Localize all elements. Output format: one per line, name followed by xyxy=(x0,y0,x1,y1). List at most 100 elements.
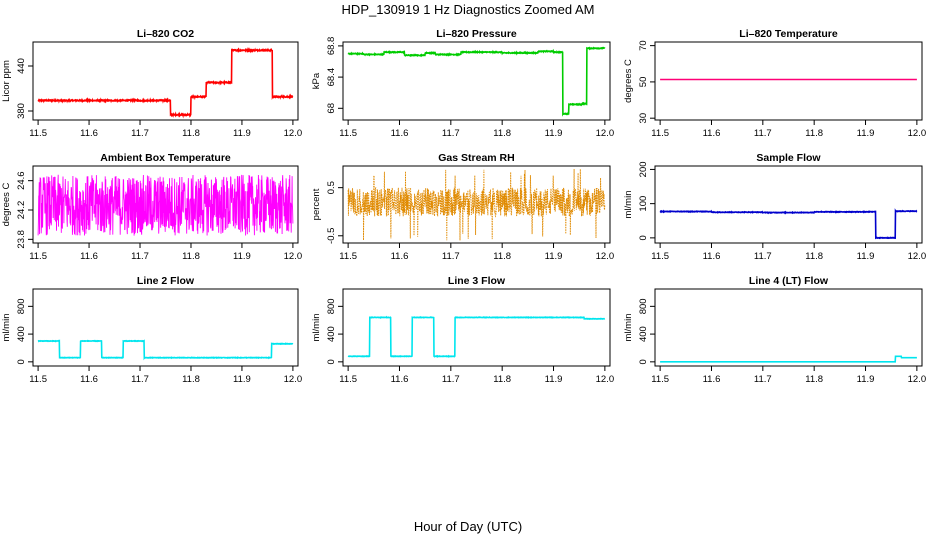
y-axis-label: degrees C xyxy=(1,182,12,226)
x-tick-label: 11.8 xyxy=(493,128,511,139)
panel-3: Li–820 Temperature degrees C 11.5 11.6 11.7 1… xyxy=(623,28,926,139)
x-tick-label: 11.9 xyxy=(857,128,875,139)
x-tick-label: 11.8 xyxy=(493,374,511,385)
plot-frame xyxy=(32,41,299,121)
x-tick-label: 11.7 xyxy=(442,251,460,262)
x-tick-label: 11.8 xyxy=(493,251,511,262)
x-tick-label: 11.6 xyxy=(391,374,409,385)
panel-2: Li–820 Pressure kPa 11.5 11.6 11.7 11.8 11.9 12… xyxy=(311,28,614,139)
y-axis-label: Licor ppm xyxy=(1,60,12,102)
y-tick-label: 800 xyxy=(16,298,27,314)
x-tick-label: 11.5 xyxy=(339,128,357,139)
x-tick-label: 11.6 xyxy=(80,128,98,139)
x-tick-label: 11.5 xyxy=(651,374,669,385)
x-tick-label: 11.5 xyxy=(651,251,669,262)
panel-9: Line 4 (LT) Flow ml/min 11.5 11.6 11.7 11.8 11… xyxy=(623,275,926,385)
series-line xyxy=(347,46,606,117)
series-line xyxy=(37,47,294,119)
x-tick-label: 12.0 xyxy=(284,251,303,262)
y-axis-label: degrees C xyxy=(623,59,634,103)
y-tick-label: 68 xyxy=(326,103,337,114)
x-tick-label: 11.9 xyxy=(545,251,563,262)
x-tick-label: 12.0 xyxy=(596,374,615,385)
x-tick-label: 11.5 xyxy=(339,251,357,262)
x-tick-label: 11.5 xyxy=(29,251,47,262)
y-tick-label: 24.6 xyxy=(16,171,27,190)
panel-title: Gas Stream RH xyxy=(438,152,514,164)
x-tick-label: 11.6 xyxy=(391,128,409,139)
panel-title: Li–820 Temperature xyxy=(739,28,838,40)
x-tick-label: 11.7 xyxy=(442,374,460,385)
y-tick-label: 440 xyxy=(16,58,27,74)
y-tick-label: 0.5 xyxy=(326,181,337,194)
x-tick-label: 12.0 xyxy=(908,374,927,385)
x-tick-label: 11.7 xyxy=(131,251,149,262)
x-tick-label: 12.0 xyxy=(596,251,615,262)
series-line xyxy=(660,355,917,363)
y-tick-label: 68.8 xyxy=(326,37,337,56)
panels: Li–820 CO2 Licor ppm 11.5 11.6 11.7 11.8 11.9 1… xyxy=(1,28,926,385)
plot-frame xyxy=(654,288,923,367)
y-tick-label: 400 xyxy=(16,326,27,342)
panel-1: Li–820 CO2 Licor ppm 11.5 11.6 11.7 11.8 11.9 1… xyxy=(1,28,302,139)
x-tick-label: 11.7 xyxy=(131,128,149,139)
panel-title: Sample Flow xyxy=(756,152,821,164)
x-tick-label: 11.7 xyxy=(442,128,460,139)
x-tick-label: 11.9 xyxy=(857,251,875,262)
x-tick-label: 11.8 xyxy=(805,251,823,262)
y-tick-label: 800 xyxy=(326,298,337,314)
y-tick-label: 0 xyxy=(638,235,649,240)
plot-frame xyxy=(342,41,611,121)
y-tick-label: 0 xyxy=(16,359,27,364)
x-tick-label: 11.6 xyxy=(703,251,721,262)
x-tick-label: 12.0 xyxy=(284,128,303,139)
panel-title: Li–820 Pressure xyxy=(436,28,517,40)
x-tick-label: 11.9 xyxy=(233,128,251,139)
y-axis-label: ml/min xyxy=(623,191,634,219)
x-tick-label: 11.5 xyxy=(339,374,357,385)
panel-8: Line 3 Flow ml/min 11.5 11.6 11.7 11.8 11.9 12.… xyxy=(311,275,614,385)
x-axis-label: Hour of Day (UTC) xyxy=(414,519,522,534)
x-tick-label: 11.6 xyxy=(80,251,98,262)
y-tick-label: 70 xyxy=(638,40,649,51)
panel-7: Line 2 Flow ml/min 11.5 11.6 11.7 11.8 11.9 12.… xyxy=(1,275,302,385)
x-tick-label: 11.7 xyxy=(754,374,772,385)
y-tick-label: 0 xyxy=(638,359,649,364)
series-line xyxy=(347,315,606,358)
panel-title: Line 2 Flow xyxy=(137,275,195,287)
panel-title: Line 4 (LT) Flow xyxy=(749,275,829,287)
x-tick-label: 12.0 xyxy=(908,128,927,139)
x-tick-label: 11.7 xyxy=(754,128,772,139)
panel-title: Li–820 CO2 xyxy=(137,28,194,40)
x-tick-label: 11.8 xyxy=(805,374,823,385)
y-tick-label: 50 xyxy=(638,77,649,88)
x-tick-label: 11.7 xyxy=(754,251,772,262)
x-tick-label: 11.5 xyxy=(29,128,47,139)
x-tick-label: 11.8 xyxy=(182,251,200,262)
x-tick-label: 11.9 xyxy=(545,128,563,139)
panel-title: Line 3 Flow xyxy=(448,275,506,287)
x-tick-label: 11.6 xyxy=(703,374,721,385)
y-axis-label: ml/min xyxy=(1,314,12,342)
y-tick-label: 0 xyxy=(326,359,337,364)
y-tick-label: 400 xyxy=(326,326,337,342)
x-tick-label: 11.7 xyxy=(131,374,149,385)
x-tick-label: 11.9 xyxy=(545,374,563,385)
y-tick-label: 30 xyxy=(638,113,649,124)
x-tick-label: 11.9 xyxy=(233,251,251,262)
plot-frame xyxy=(342,165,611,244)
y-tick-label: 200 xyxy=(638,161,649,177)
x-tick-label: 12.0 xyxy=(596,128,615,139)
x-tick-label: 11.9 xyxy=(857,374,875,385)
y-tick-label: -0.5 xyxy=(326,228,337,244)
panel-6: Sample Flow ml/min 11.5 11.6 11.7 11.8 11.9 12.… xyxy=(623,152,926,262)
x-tick-label: 11.6 xyxy=(703,128,721,139)
x-tick-label: 11.5 xyxy=(651,128,669,139)
y-tick-label: 100 xyxy=(638,196,649,212)
panel-5: Gas Stream RH percent 11.5 11.6 11.7 11.8 11.9… xyxy=(311,152,614,262)
series-line xyxy=(37,174,294,236)
x-tick-label: 12.0 xyxy=(908,251,927,262)
panel-4: Ambient Box Temperature degrees C 11.5 11.6… xyxy=(1,152,302,262)
x-tick-label: 11.6 xyxy=(80,374,98,385)
x-tick-label: 11.6 xyxy=(391,251,409,262)
